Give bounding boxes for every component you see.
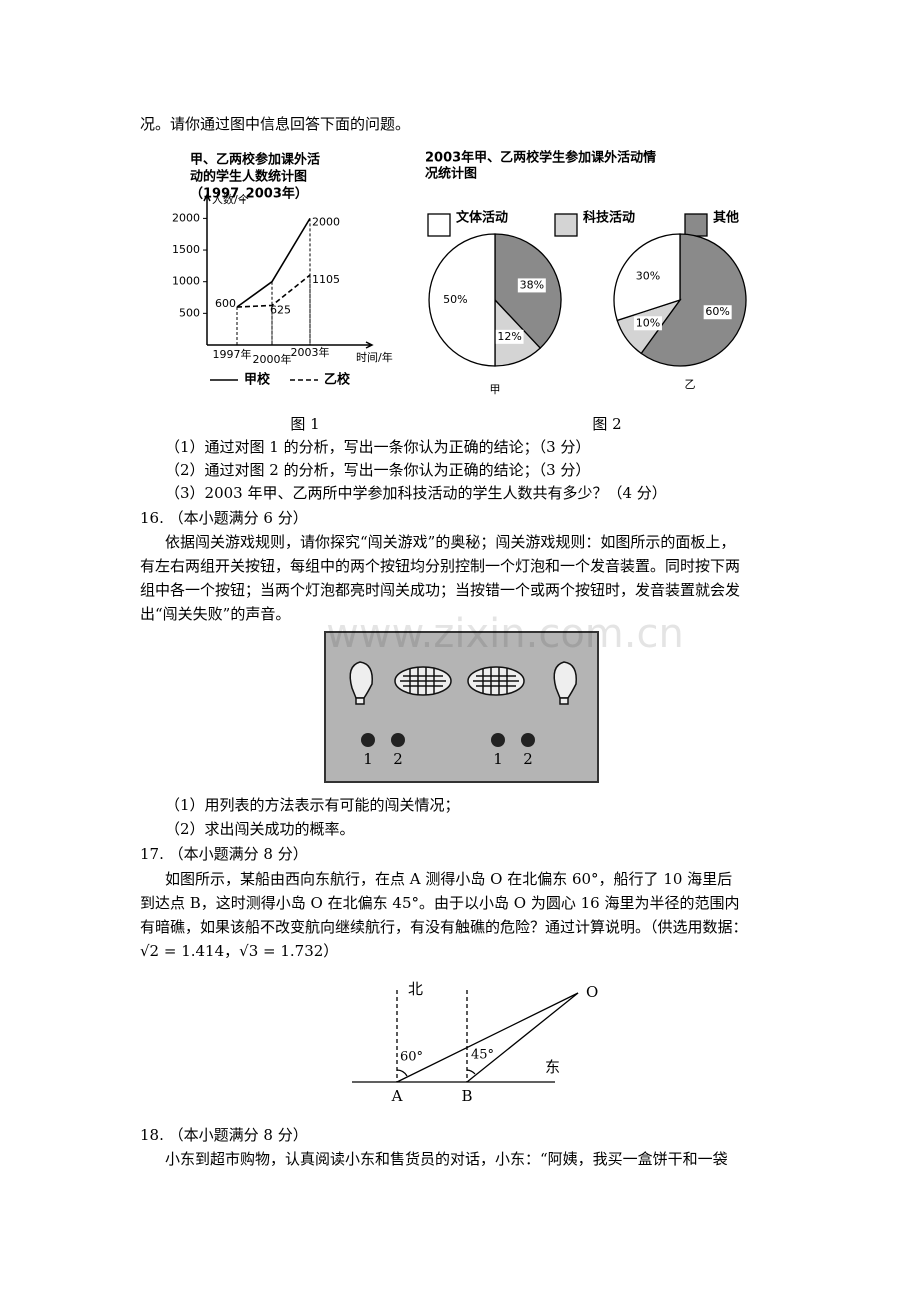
- heading: 16. （本小题满分 6 分）: [140, 509, 308, 527]
- y-tick-label: 1000: [172, 275, 200, 288]
- question: （3）2003 年甲、乙两所中学参加科技活动的学生人数共有多少？（4 分）: [165, 484, 667, 502]
- button-label: 1: [493, 750, 503, 768]
- y-tick-label: 1500: [172, 243, 200, 256]
- label-bg: [495, 329, 524, 344]
- button-label: 2: [523, 750, 533, 768]
- slice-label: 30%: [636, 270, 660, 283]
- panel: [324, 631, 599, 783]
- y-tick-label: 500: [179, 306, 200, 319]
- question: （1）用列表的方法表示有可能的闯关情况；: [165, 796, 460, 814]
- figure-caption: 图 1: [290, 415, 319, 433]
- y-axis-label: 人数/个: [212, 193, 249, 206]
- label-bg: [703, 305, 732, 320]
- diagram-label: 60°: [400, 1050, 423, 1065]
- paragraph-line: 到达点 B，这时测得小岛 O 在北偏东 45°。由于以小岛 O 为圆心 16 海…: [140, 894, 739, 912]
- heading: 18. （本小题满分 8 分）: [140, 1126, 308, 1144]
- diagram-label: A: [391, 1087, 403, 1105]
- legend-swatch: [554, 213, 578, 237]
- pie-slice: [428, 233, 496, 367]
- paragraph-line: 有暗礁，如果该船不改变航向继续航行，有没有触礁的危险？通过计算说明。（供选用数据…: [140, 918, 748, 936]
- question: （1）通过对图 1 的分析，写出一条你认为正确的结论；（3 分）: [165, 438, 590, 456]
- legend-label: 乙校: [324, 372, 351, 388]
- button-label: 2: [393, 750, 403, 768]
- diagram-label: B: [461, 1087, 472, 1105]
- chart-title: 况统计图: [425, 166, 477, 182]
- data-label: 1105: [312, 273, 340, 286]
- paragraph-line: 出“闯关失败”的声音。: [140, 605, 290, 623]
- pie-name: 乙: [685, 378, 696, 391]
- label-bg: [633, 316, 662, 331]
- data-label: 600: [215, 297, 236, 310]
- x-axis-label: 时间/年: [356, 350, 393, 364]
- chart-title: 甲、乙两校参加课外活: [190, 152, 320, 168]
- paragraph-line: 小东到超市购物，认真阅读小东和售货员的对话，小东：“阿姨，我买一盒饼干和一袋: [165, 1150, 728, 1168]
- paragraph-line: √2 = 1.414，√3 = 1.732）: [140, 942, 338, 960]
- pie-slice: [640, 233, 747, 367]
- y-tick-label: 2000: [172, 211, 200, 224]
- diagram-label: 45°: [471, 1048, 494, 1063]
- x-tick-label: 1997年: [213, 347, 252, 361]
- legend-label: 其他: [713, 210, 739, 226]
- legend-label: 科技活动: [583, 210, 635, 226]
- bearing-diagram: [352, 990, 579, 1083]
- paragraph-line: 如图所示，某船由西向东航行，在点 A 测得小岛 O 在北偏东 60°，船行了 1…: [165, 870, 732, 888]
- button-label: 1: [363, 750, 373, 768]
- legend-label: 甲校: [244, 372, 271, 388]
- pie-name: 甲: [490, 383, 501, 396]
- question: （2）通过对图 2 的分析，写出一条你认为正确的结论；（3 分）: [165, 461, 590, 479]
- question: （2）求出闯关成功的概率。: [165, 820, 355, 838]
- chart-title: 2003年甲、乙两校学生参加课外活动情: [425, 150, 656, 166]
- x-tick-label: 2003年: [291, 345, 330, 359]
- chart-title: （1997_2003年）: [190, 186, 308, 202]
- paragraph-line: 组中各一个按钮；当两个灯泡都亮时闯关成功；当按错一个或两个按钮时，发音装置就会发: [140, 581, 740, 599]
- paragraph-line: 有左右两组开关按钮，每组中的两个按钮均分别控制一个灯泡和一个发音装置。同时按下两: [140, 557, 740, 575]
- diagram-label: O: [586, 983, 598, 1001]
- slice-label: 38%: [520, 278, 544, 291]
- data-label: 2000: [312, 215, 340, 228]
- legend-swatch: [684, 213, 708, 237]
- axis: [203, 193, 374, 349]
- slice-label: 12%: [497, 330, 521, 343]
- heading: 17. （本小题满分 8 分）: [140, 845, 308, 863]
- chart-title: 动的学生人数统计图: [190, 169, 307, 185]
- intro: 况。请你通过图中信息回答下面的问题。: [140, 115, 410, 133]
- slice-label: 10%: [636, 316, 660, 329]
- diagram-label: 北: [408, 980, 423, 998]
- diagram-label: 东: [545, 1058, 560, 1076]
- legend-label: 文体活动: [456, 210, 508, 226]
- label-bg: [517, 278, 546, 293]
- data-label: 625: [270, 303, 291, 316]
- paragraph-line: 依据闯关游戏规则，请你探究“闯关游戏”的奥秘；闯关游戏规则：如图所示的面板上，: [165, 533, 735, 551]
- x-tick-label: 2000年: [253, 352, 292, 366]
- slice-label: 50%: [443, 293, 467, 306]
- legend-swatch: [427, 213, 451, 237]
- pie-slice: [613, 233, 681, 322]
- figure-caption: 图 2: [592, 415, 621, 433]
- slice-label: 60%: [705, 305, 729, 318]
- watermark: www.zixin.com.cn: [326, 611, 684, 657]
